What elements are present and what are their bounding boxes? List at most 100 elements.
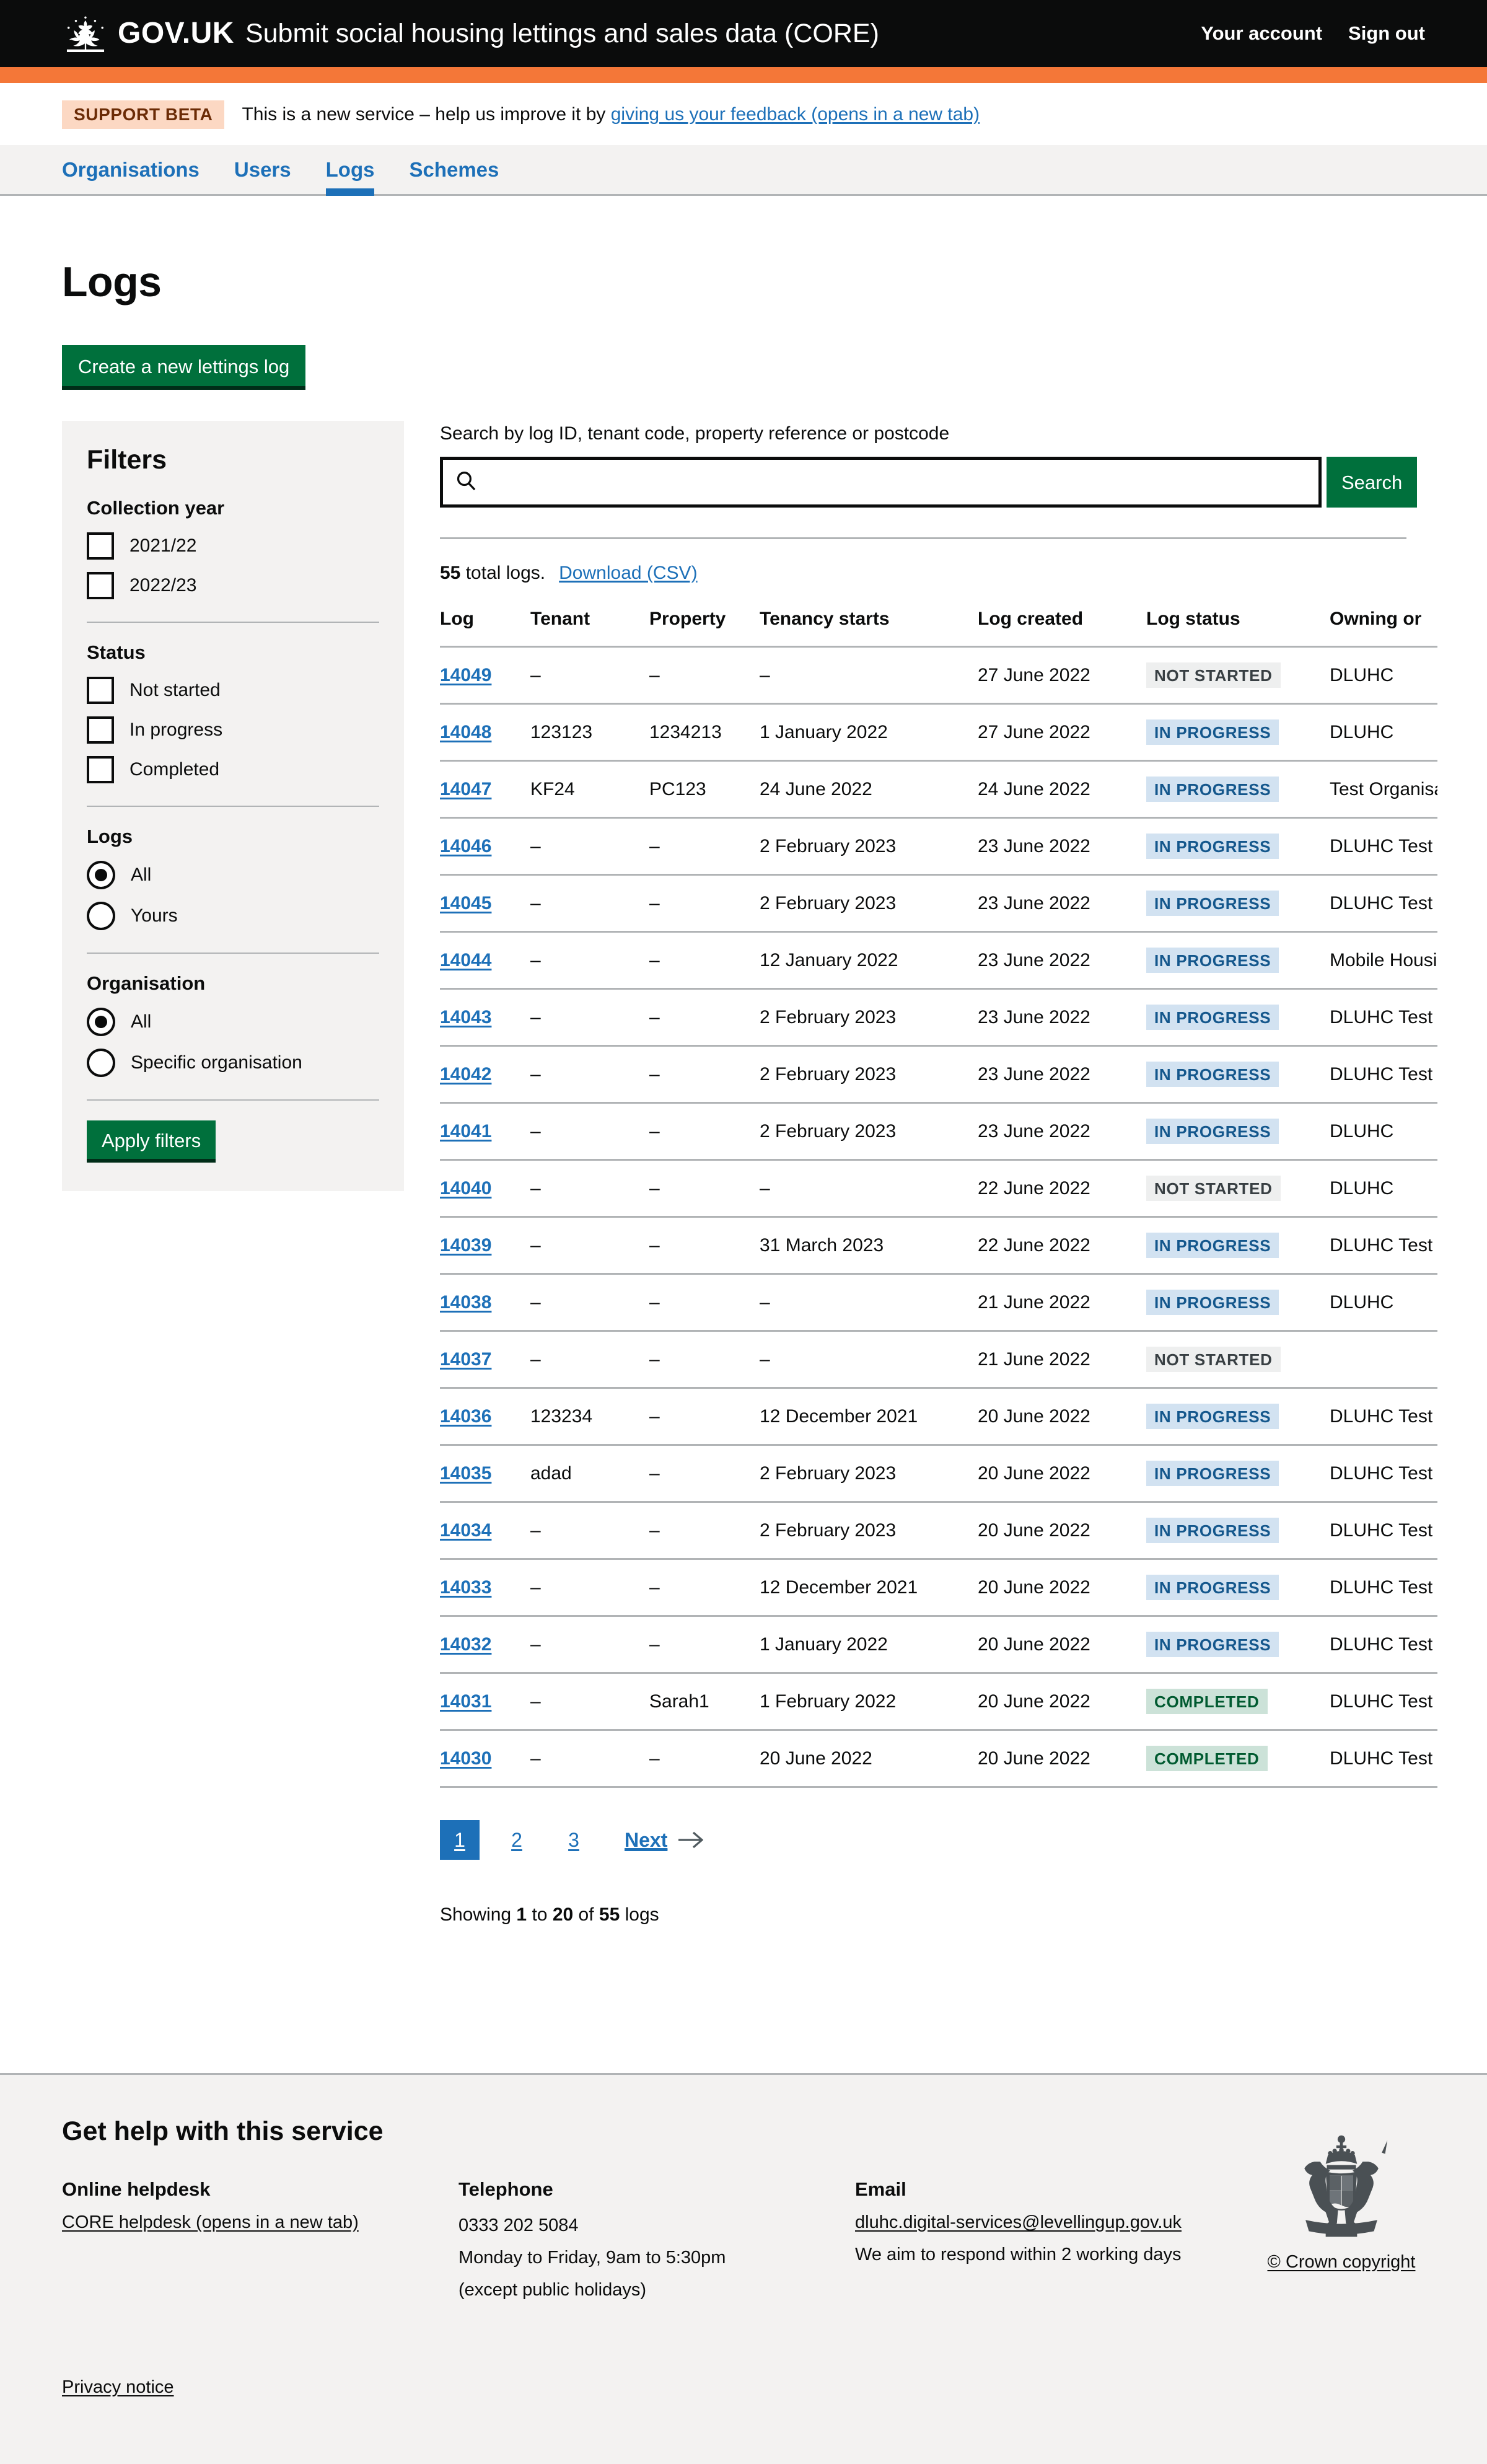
privacy-notice-link[interactable]: Privacy notice: [62, 2377, 174, 2397]
table-row: 14038– – –21 June 2022 In progress DLUHC: [440, 1274, 1437, 1332]
log-id-link[interactable]: 14036: [440, 1406, 492, 1427]
pagination-page-2[interactable]: 2: [511, 1828, 522, 1851]
log-id-link[interactable]: 14038: [440, 1291, 492, 1313]
cell-property: –: [649, 1445, 760, 1503]
log-id-link[interactable]: 14037: [440, 1349, 492, 1370]
pagination-next-button[interactable]: Next: [625, 1829, 704, 1852]
table-row: 14041– –2 February 2023 23 June 2022 In pro…: [440, 1102, 1437, 1161]
status-badge: In progress: [1146, 1575, 1279, 1600]
apply-filters-button[interactable]: Apply filters: [87, 1120, 216, 1163]
radio-org-all[interactable]: [87, 1008, 115, 1036]
log-id-link[interactable]: 14032: [440, 1634, 492, 1655]
search-input[interactable]: [484, 472, 1318, 493]
status-badge: Not started: [1146, 1176, 1281, 1201]
logs-table-scroll[interactable]: Log Tenant Property Tenancy starts Log c…: [440, 609, 1437, 1788]
checkbox-2021-22[interactable]: [87, 532, 114, 560]
nav-item-schemes[interactable]: Schemes: [392, 145, 516, 194]
log-id-link[interactable]: 14034: [440, 1520, 492, 1541]
create-lettings-log-button[interactable]: Create a new lettings log: [62, 345, 306, 390]
nav-item-logs[interactable]: Logs: [309, 145, 392, 196]
log-id-link[interactable]: 14040: [440, 1177, 492, 1199]
log-id-link[interactable]: 14039: [440, 1234, 492, 1256]
column-header-property: Property: [649, 609, 760, 648]
cell-log-status: In progress: [1146, 931, 1330, 990]
filter-option-2021-22[interactable]: 2021/22: [87, 532, 379, 560]
cell-property: –: [649, 1217, 760, 1275]
filter-option-2022-23[interactable]: 2022/23: [87, 572, 379, 599]
filter-option-org-all[interactable]: All: [87, 1008, 379, 1036]
column-header-log-status: Log status: [1146, 609, 1330, 648]
cell-tenancy-starts: 12 December 2021: [760, 1559, 978, 1617]
sign-out-link[interactable]: Sign out: [1348, 22, 1425, 44]
crown-copyright-link[interactable]: © Crown copyright: [1267, 2252, 1416, 2272]
log-id-link[interactable]: 14047: [440, 778, 492, 799]
filter-option-logs-yours[interactable]: Yours: [87, 902, 379, 930]
table-row: 14034– –2 February 2023 20 June 2022 In pro…: [440, 1502, 1437, 1560]
beta-banner-text: This is a new service – help us improve …: [242, 103, 980, 126]
logs-table-body: 14049– – –27 June 2022 Not started DLUHC 1404…: [440, 646, 1437, 1788]
email-address-link[interactable]: dluhc.digital-services@levellingup.gov.u…: [855, 2212, 1182, 2232]
filter-label: In progress: [129, 719, 223, 740]
feedback-link[interactable]: giving us your feedback (opens in a new …: [610, 104, 980, 125]
log-id-link[interactable]: 14043: [440, 1006, 492, 1027]
filter-option-in-progress[interactable]: In progress: [87, 716, 379, 744]
core-helpdesk-link[interactable]: CORE helpdesk (opens in a new tab): [62, 2212, 359, 2232]
log-id-link[interactable]: 14049: [440, 664, 492, 685]
cell-owning-organisation: DLUHC Test Org: [1330, 1445, 1437, 1503]
log-id-link[interactable]: 14033: [440, 1577, 492, 1598]
nav-item-users[interactable]: Users: [217, 145, 309, 194]
filter-option-completed[interactable]: Completed: [87, 756, 379, 783]
log-id-link[interactable]: 14044: [440, 949, 492, 970]
cell-property: –: [649, 1274, 760, 1332]
nav-link-logs[interactable]: Logs: [325, 158, 375, 181]
showing-prefix: Showing: [440, 1904, 512, 1925]
cell-tenancy-starts: 2 February 2023: [760, 1502, 978, 1560]
govuk-brand[interactable]: GOV.UK: [62, 14, 234, 53]
nav-link-organisations[interactable]: Organisations: [62, 158, 200, 181]
search-button[interactable]: Search: [1327, 457, 1418, 508]
radio-logs-all[interactable]: [87, 861, 115, 889]
nav-link-users[interactable]: Users: [234, 158, 291, 181]
search-box[interactable]: [440, 457, 1322, 508]
filter-label: 2022/23: [129, 575, 197, 596]
filter-option-not-started[interactable]: Not started: [87, 677, 379, 704]
checkbox-completed[interactable]: [87, 756, 114, 783]
search-label: Search by log ID, tenant code, property …: [440, 423, 950, 444]
cell-property: –: [649, 1102, 760, 1161]
log-id-link[interactable]: 14035: [440, 1463, 492, 1484]
service-name[interactable]: Submit social housing lettings and sales…: [245, 18, 879, 48]
cell-owning-organisation: DLUHC: [1330, 1102, 1437, 1161]
radio-logs-yours[interactable]: [87, 902, 115, 930]
filter-option-logs-all[interactable]: All: [87, 861, 379, 889]
radio-org-specific[interactable]: [87, 1049, 115, 1077]
download-csv-link[interactable]: Download (CSV): [559, 563, 698, 583]
checkbox-not-started[interactable]: [87, 677, 114, 704]
nav-link-schemes[interactable]: Schemes: [409, 158, 499, 181]
log-id-link[interactable]: 14030: [440, 1748, 492, 1769]
log-id-link[interactable]: 14048: [440, 721, 492, 742]
cell-tenant: –: [530, 1502, 649, 1560]
cell-tenancy-starts: 31 March 2023: [760, 1217, 978, 1275]
log-id-link[interactable]: 14046: [440, 835, 492, 856]
cell-tenancy-starts: 2 February 2023: [760, 988, 978, 1047]
pagination-page-1[interactable]: 1: [440, 1820, 480, 1860]
nav-item-organisations[interactable]: Organisations: [62, 145, 217, 194]
telephone-heading: Telephone: [458, 2178, 553, 2200]
log-id-link[interactable]: 14041: [440, 1120, 492, 1142]
cell-log-id: 14032: [440, 1616, 530, 1674]
checkbox-in-progress[interactable]: [87, 716, 114, 744]
log-id-link[interactable]: 14031: [440, 1691, 492, 1712]
pagination-page-3[interactable]: 3: [568, 1828, 579, 1851]
cell-property: –: [649, 646, 760, 705]
your-account-link[interactable]: Your account: [1201, 22, 1323, 44]
cell-tenancy-starts: 1 January 2022: [760, 1616, 978, 1674]
cell-tenant: 123123: [530, 703, 649, 762]
status-badge: In progress: [1146, 777, 1279, 802]
checkbox-2022-23[interactable]: [87, 572, 114, 599]
log-id-link[interactable]: 14045: [440, 892, 492, 913]
filter-option-org-specific[interactable]: Specific organisation: [87, 1049, 379, 1077]
log-id-link[interactable]: 14042: [440, 1063, 492, 1085]
cell-log-created: 23 June 2022: [978, 988, 1146, 1047]
status-badge: In progress: [1146, 1005, 1279, 1030]
search-divider: [440, 537, 1406, 539]
